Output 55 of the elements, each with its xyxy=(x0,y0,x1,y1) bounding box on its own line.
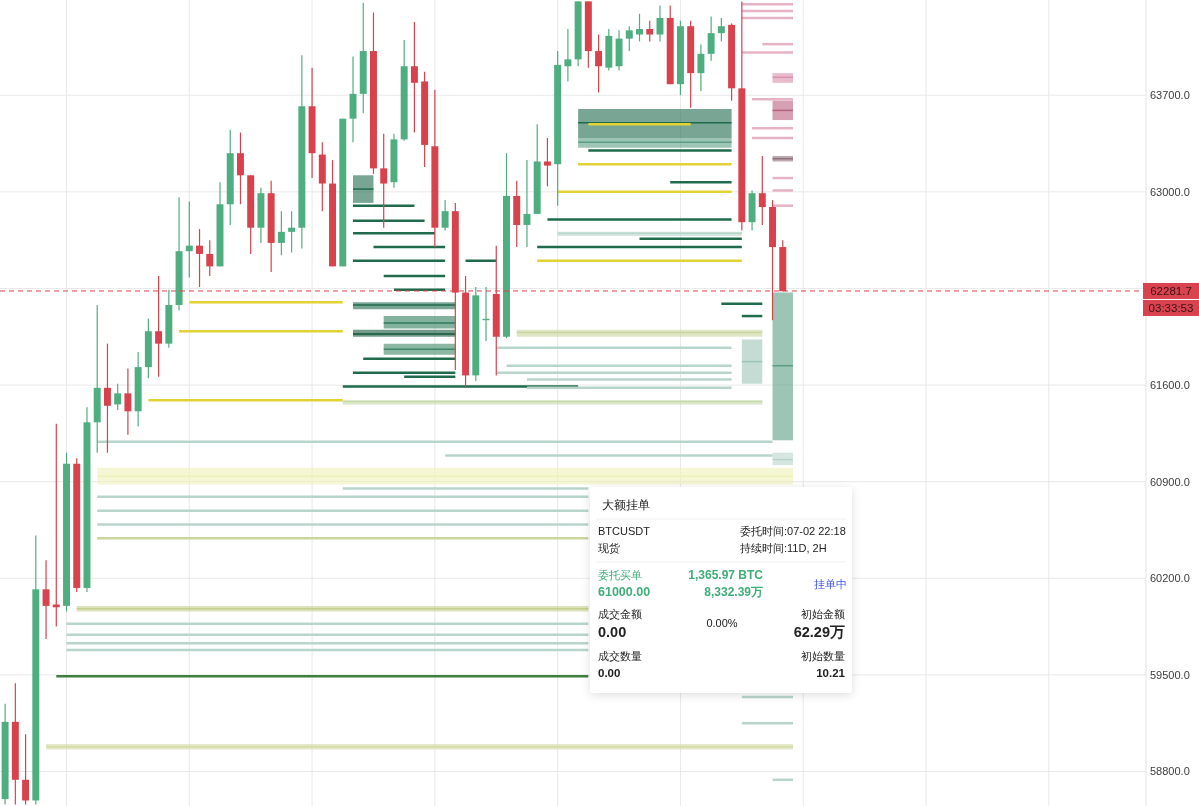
y-tick-label: 63000.0 xyxy=(1150,185,1190,198)
candlestick xyxy=(697,43,705,92)
candlestick xyxy=(707,15,715,62)
annotation: 61000.00 xyxy=(598,585,651,599)
candlestick xyxy=(185,200,193,279)
annotation: 初始数量 xyxy=(801,650,845,662)
annotation: 成交数量 xyxy=(598,650,642,662)
y-tick-label: 60200.0 xyxy=(1150,572,1190,585)
annotation: 初始金额 xyxy=(801,608,845,620)
candlestick xyxy=(636,13,643,42)
y-tick-label: 59500.0 xyxy=(1150,668,1190,681)
candlestick xyxy=(277,210,285,256)
candlestick xyxy=(380,133,388,229)
annotation: 62.29万 xyxy=(793,624,845,640)
candlestick xyxy=(543,137,551,187)
annotation: 1,365.97 BTC xyxy=(688,568,763,582)
candlestick xyxy=(288,210,296,254)
candlestick xyxy=(646,20,654,42)
annotation: 委托时间:07-02 22:18 xyxy=(740,525,846,537)
candlestick xyxy=(441,199,449,232)
candlestick xyxy=(206,239,214,277)
candlestick xyxy=(155,275,163,378)
candlestick xyxy=(22,733,30,806)
candlestick xyxy=(625,25,633,52)
annotation: 挂单中 xyxy=(814,578,847,590)
annotation: BTCUSDT xyxy=(598,525,650,537)
annotation: 0.00% xyxy=(706,617,738,629)
candlestick xyxy=(758,155,766,226)
annotation: 0.00 xyxy=(598,667,621,679)
annotation: 持续时间:11D, 2H xyxy=(740,542,827,554)
y-tick-label: 58800.0 xyxy=(1150,765,1190,778)
candlestick xyxy=(124,367,132,436)
candlestick xyxy=(523,159,531,248)
y-tick-label: 61600.0 xyxy=(1150,379,1190,392)
ref-line-label: 62281.7 xyxy=(1150,284,1192,297)
candlestick xyxy=(656,4,664,42)
candlestick xyxy=(236,131,244,205)
candlestick xyxy=(717,17,725,42)
annotation: 现货 xyxy=(598,542,620,554)
candlestick xyxy=(103,343,111,454)
y-tick-label: 63700.0 xyxy=(1150,89,1190,102)
annotation: 委托买单 xyxy=(598,569,642,581)
annotation: 成交金额 xyxy=(598,608,642,620)
y-tick-label: 60900.0 xyxy=(1150,475,1190,488)
annotation: 大额挂单 xyxy=(602,498,650,512)
annotation: 8,332.39万 xyxy=(704,585,763,599)
candlestick xyxy=(564,28,572,83)
annotation: 03:33:53 xyxy=(1148,301,1194,314)
candlestick xyxy=(114,383,122,411)
candlestick xyxy=(410,21,418,134)
candlestick xyxy=(42,559,50,640)
candlestick xyxy=(196,228,204,288)
candlestick xyxy=(595,33,603,94)
annotation: 0.00 xyxy=(598,624,627,640)
annotation: 10.21 xyxy=(816,667,845,679)
